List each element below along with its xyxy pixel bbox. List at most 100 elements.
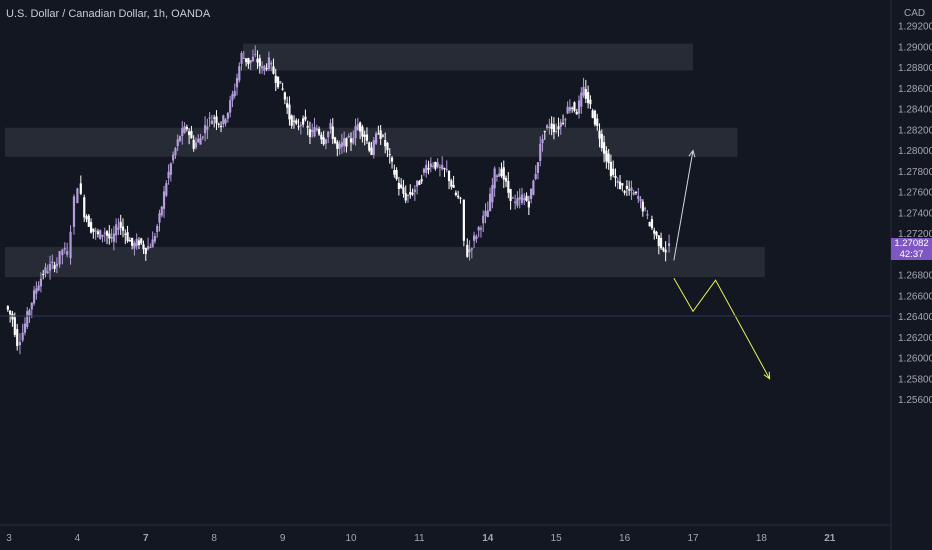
candle bbox=[552, 117, 556, 140]
candle bbox=[491, 177, 494, 209]
candle bbox=[66, 242, 69, 258]
candle-body bbox=[564, 119, 567, 121]
candle-body bbox=[614, 175, 617, 179]
candle bbox=[32, 285, 36, 306]
candle bbox=[39, 272, 43, 293]
candle-body bbox=[124, 233, 127, 235]
candle bbox=[79, 175, 82, 196]
candle-body bbox=[263, 65, 266, 71]
candle-body bbox=[197, 138, 200, 143]
candle bbox=[338, 140, 341, 155]
candle bbox=[591, 108, 594, 119]
candle-body bbox=[254, 54, 257, 56]
candles-layer bbox=[6, 45, 671, 355]
candle bbox=[411, 188, 414, 197]
candle bbox=[477, 225, 480, 238]
price-tick-label: 1.27400 bbox=[898, 208, 932, 219]
bullish-arrowhead bbox=[688, 149, 696, 158]
candle bbox=[511, 196, 514, 199]
candle-body bbox=[625, 185, 628, 190]
candle-body bbox=[416, 180, 419, 187]
candle-body bbox=[468, 249, 471, 253]
candle bbox=[192, 135, 195, 152]
candle-body bbox=[390, 157, 394, 162]
candle bbox=[69, 225, 72, 265]
candle-body bbox=[639, 198, 642, 202]
candle bbox=[115, 218, 118, 243]
candle-body bbox=[420, 179, 423, 182]
candle-body bbox=[203, 125, 207, 134]
candle bbox=[26, 306, 29, 330]
candle-body bbox=[377, 133, 380, 135]
candle-body bbox=[336, 141, 339, 149]
candle bbox=[502, 160, 505, 189]
candle bbox=[625, 180, 628, 197]
candle-body bbox=[477, 227, 480, 231]
candle bbox=[242, 50, 245, 59]
candle bbox=[160, 205, 163, 218]
candle-body bbox=[61, 249, 64, 256]
candle-body bbox=[315, 128, 318, 131]
candle bbox=[566, 101, 569, 115]
candle-body bbox=[644, 208, 647, 210]
candle bbox=[158, 209, 161, 232]
zone-1 bbox=[242, 43, 694, 71]
candle-body bbox=[457, 195, 460, 198]
candle bbox=[37, 281, 40, 292]
candle bbox=[188, 128, 191, 145]
candle-body bbox=[609, 161, 613, 177]
bullish-projection-line bbox=[673, 150, 694, 261]
candle-body bbox=[518, 197, 521, 200]
candle-body bbox=[304, 116, 307, 120]
candle bbox=[208, 112, 211, 128]
candle bbox=[203, 116, 207, 142]
candle bbox=[16, 323, 19, 351]
candle bbox=[657, 234, 660, 255]
candle-body bbox=[605, 150, 608, 162]
candle bbox=[639, 196, 642, 209]
candle-body bbox=[557, 126, 560, 130]
candle bbox=[30, 302, 33, 319]
candle-body bbox=[577, 100, 581, 114]
candle bbox=[637, 187, 640, 204]
candle-body bbox=[418, 181, 421, 185]
candle bbox=[343, 131, 346, 153]
candle-countdown: 42:37 bbox=[899, 248, 924, 260]
candle bbox=[534, 165, 537, 181]
candle bbox=[370, 142, 373, 155]
candle-body bbox=[368, 142, 371, 151]
candle bbox=[194, 137, 198, 150]
candle bbox=[363, 130, 366, 146]
candle bbox=[564, 117, 567, 128]
candle-body bbox=[146, 246, 150, 250]
candle bbox=[607, 149, 610, 170]
candle-body bbox=[479, 228, 483, 230]
candle-body bbox=[502, 167, 505, 180]
candle-body bbox=[11, 313, 14, 320]
candle-body bbox=[66, 251, 69, 255]
bearish-projection-line bbox=[673, 277, 771, 379]
candle-body bbox=[384, 140, 387, 147]
candle-body bbox=[359, 122, 362, 132]
candle bbox=[311, 123, 314, 138]
candle-body bbox=[183, 126, 186, 133]
price-axis: 1.29200 1.29000 1.28800 1.28600 1.28400 1.282… bbox=[898, 22, 932, 407]
candle-body bbox=[23, 323, 27, 333]
candle bbox=[61, 248, 64, 265]
candle-body bbox=[219, 125, 223, 128]
price-tick-label: 1.25800 bbox=[898, 374, 932, 385]
candle-body bbox=[292, 120, 296, 122]
candle-body bbox=[26, 311, 29, 327]
candle bbox=[555, 123, 558, 134]
candle-body bbox=[634, 192, 638, 194]
bearish-arrowhead bbox=[763, 371, 771, 380]
candle bbox=[662, 246, 665, 253]
candle bbox=[543, 130, 546, 140]
candle bbox=[149, 243, 152, 249]
candle bbox=[215, 110, 218, 131]
candle bbox=[441, 156, 444, 171]
candle-body bbox=[112, 233, 115, 242]
candle-body bbox=[308, 129, 312, 138]
candle-body bbox=[641, 201, 644, 212]
